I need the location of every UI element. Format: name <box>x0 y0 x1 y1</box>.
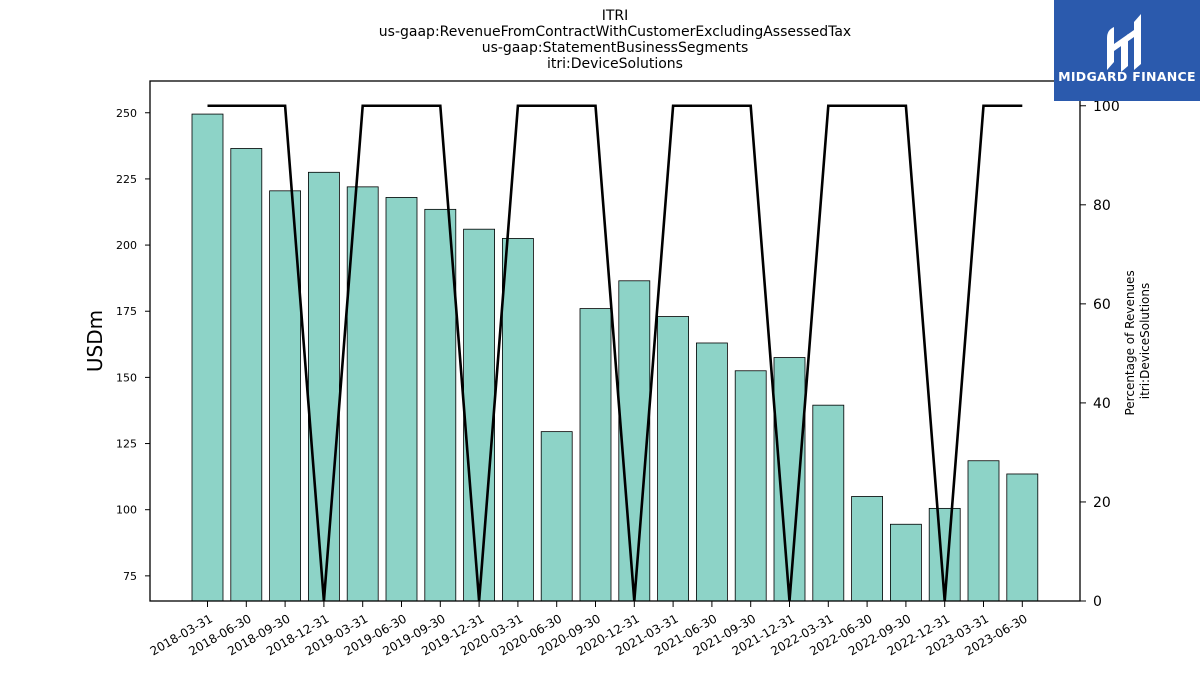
right-y-tick-label: 0 <box>1093 594 1102 610</box>
left-y-tick-label: 225 <box>116 173 137 186</box>
bar <box>501 238 534 602</box>
line-series <box>207 104 1023 602</box>
logo-mark-icon <box>1107 14 1141 72</box>
bar <box>734 370 767 602</box>
right-y-axis-label: Percentage of Revenues itri:DeviceSoluti… <box>1123 266 1152 415</box>
bar <box>385 197 418 602</box>
bar <box>269 190 302 602</box>
chart-title-line: us-gaap:RevenueFromContractWithCustomerE… <box>379 24 851 40</box>
midgard-finance-logo: MIDGARD FINANCE <box>1054 0 1200 101</box>
right-y-axis: 0 20 40 60 80 100 <box>1080 99 1120 610</box>
bar <box>967 460 1000 602</box>
bar <box>851 496 883 602</box>
bar <box>579 308 612 602</box>
bar <box>696 342 728 602</box>
right-y-axis-label-line-2: itri:DeviceSolutions <box>1138 283 1152 400</box>
logo-text: MIDGARD FINANCE <box>1058 69 1196 84</box>
right-y-tick-label: 100 <box>1093 99 1120 115</box>
left-y-tick-label: 150 <box>116 371 137 384</box>
bar <box>618 280 651 602</box>
right-y-tick-label: 40 <box>1093 396 1111 412</box>
bar <box>540 431 573 602</box>
bar <box>890 523 922 602</box>
bar <box>1006 473 1039 602</box>
right-y-tick-label: 80 <box>1093 198 1111 214</box>
left-y-tick-label: 250 <box>116 107 137 120</box>
left-y-tick-label: 175 <box>116 305 137 318</box>
line-series-path <box>207 104 1023 602</box>
bar <box>191 113 224 602</box>
left-y-tick-label: 75 <box>123 570 137 583</box>
left-y-tick-label: 125 <box>116 438 137 451</box>
left-y-axis-label: USDm <box>83 310 107 372</box>
chart-title-line: itri:DeviceSolutions <box>547 56 683 72</box>
bar <box>230 148 263 602</box>
plot-frame <box>149 80 1081 602</box>
bar-series <box>191 113 1039 602</box>
right-y-tick-label: 20 <box>1093 495 1111 511</box>
chart-title-line: us-gaap:StatementBusinessSegments <box>482 40 749 56</box>
bar <box>424 208 457 602</box>
bar <box>307 171 340 602</box>
left-y-axis: 75 100 125 150 175 200 225 250 <box>116 107 150 583</box>
chart-title: ITRIus-gaap:RevenueFromContractWithCusto… <box>379 8 851 72</box>
bar <box>773 357 806 602</box>
right-y-tick-label: 60 <box>1093 297 1111 313</box>
bar <box>463 228 496 602</box>
x-axis: 2018-03-312018-06-302018-09-302018-12-31… <box>148 601 1030 658</box>
bar <box>812 404 845 602</box>
bar <box>657 316 689 602</box>
right-y-axis-label-line-1: Percentage of Revenues <box>1123 270 1137 415</box>
left-y-tick-label: 200 <box>116 239 137 252</box>
chart-title-line: ITRI <box>602 8 629 24</box>
bar <box>346 186 379 602</box>
left-y-tick-label: 100 <box>116 504 137 517</box>
